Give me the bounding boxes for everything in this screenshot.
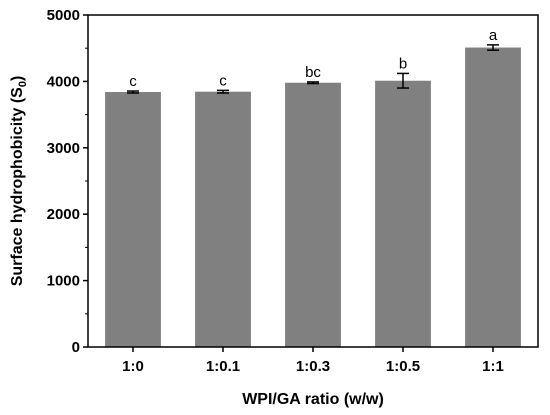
y-tick-label-1: 1000 bbox=[47, 273, 80, 290]
y-axis-title: Surface hydrophobicity (S0) bbox=[9, 76, 29, 287]
significance-label-4: a bbox=[489, 27, 498, 44]
bar-0 bbox=[105, 92, 161, 347]
error-bar-1 bbox=[217, 89, 229, 94]
error-bar-0 bbox=[127, 90, 139, 94]
x-tick-label-2: 1:0.3 bbox=[296, 358, 330, 375]
bar-2 bbox=[285, 82, 341, 347]
significance-label-1: c bbox=[219, 72, 227, 89]
x-tick-label-1: 1:0.1 bbox=[206, 358, 240, 375]
significance-label-0: c bbox=[129, 73, 137, 90]
y-tick-label-5: 5000 bbox=[47, 7, 80, 24]
y-axis-title-suffix: ) bbox=[9, 76, 26, 81]
error-bar-4 bbox=[487, 44, 499, 51]
y-tick-label-2: 2000 bbox=[47, 206, 80, 223]
x-axis-title: WPI/GA ratio (w/w) bbox=[242, 391, 384, 408]
significance-label-2: bc bbox=[305, 64, 321, 81]
bars bbox=[105, 47, 521, 348]
y-axis-title-subscript: 0 bbox=[17, 81, 29, 87]
x-axis-ticks: 1:0 1:0.1 1:0.3 1:0.5 1:1 bbox=[122, 347, 504, 375]
bar-1 bbox=[195, 91, 251, 347]
y-tick-label-3: 3000 bbox=[47, 140, 80, 157]
y-tick-label-0: 0 bbox=[72, 339, 80, 356]
bar-4 bbox=[465, 47, 521, 347]
x-tick-label-3: 1:0.5 bbox=[386, 358, 420, 375]
error-bar-2 bbox=[307, 81, 319, 85]
y-axis-title-main: Surface hydrophobicity (S bbox=[9, 87, 26, 286]
y-axis-ticks: 0 1000 2000 3000 4000 5000 bbox=[47, 7, 88, 356]
x-tick-label-4: 1:1 bbox=[482, 358, 504, 375]
significance-labels: c c bc b a bbox=[129, 27, 498, 90]
x-tick-label-0: 1:0 bbox=[122, 358, 144, 375]
significance-label-3: b bbox=[399, 55, 407, 72]
error-bars bbox=[127, 44, 499, 94]
y-tick-label-4: 4000 bbox=[47, 73, 80, 90]
bar-3 bbox=[375, 80, 431, 348]
error-bar-3 bbox=[397, 72, 409, 89]
